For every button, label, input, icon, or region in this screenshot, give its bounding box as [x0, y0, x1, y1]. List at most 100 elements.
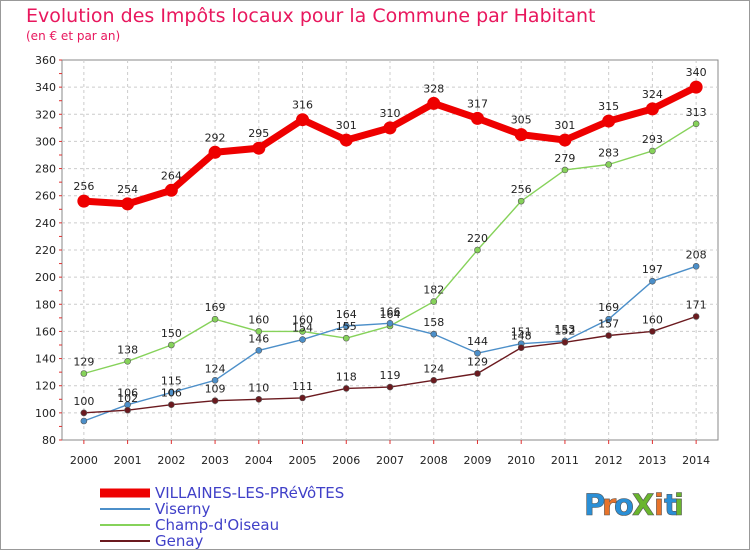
data-label: 256 — [511, 183, 532, 196]
data-label: 152 — [554, 324, 575, 337]
data-label: 279 — [554, 152, 575, 165]
x-tick-label: 2004 — [245, 454, 273, 467]
data-point — [427, 96, 441, 110]
data-label: 197 — [642, 263, 663, 276]
chart-subtitle: (en € et par an) — [26, 29, 120, 43]
data-label: 295 — [248, 127, 269, 140]
data-point — [211, 376, 219, 384]
data-point — [514, 128, 528, 142]
logo-letter: P — [584, 488, 605, 522]
data-point — [470, 111, 484, 125]
legend-label: Champ-d'Oiseau — [155, 516, 279, 534]
data-label: 100 — [73, 395, 94, 408]
data-label: 124 — [205, 362, 226, 375]
data-point — [558, 133, 572, 147]
data-point — [474, 349, 481, 357]
data-label: 264 — [161, 169, 182, 182]
data-label: 310 — [380, 107, 401, 120]
y-tick-label: 120 — [35, 380, 56, 393]
data-label: 164 — [380, 308, 401, 321]
data-point — [561, 338, 569, 346]
legend: VILLAINES-LES-PRéVôTESVisernyChamp-d'Ois… — [100, 484, 344, 550]
data-label: 301 — [336, 119, 357, 132]
data-point — [692, 120, 700, 128]
data-point — [342, 322, 350, 330]
data-label: 109 — [205, 383, 226, 396]
data-label: 150 — [161, 327, 182, 340]
data-point — [80, 409, 88, 417]
data-point — [602, 114, 616, 128]
data-label: 138 — [117, 343, 138, 356]
y-tick-label: 100 — [35, 407, 56, 420]
chart-title: Evolution des Impôts locaux pour la Comm… — [26, 5, 596, 27]
data-label: 313 — [686, 106, 707, 119]
data-label: 111 — [292, 380, 313, 393]
data-label: 328 — [423, 82, 444, 95]
data-point — [517, 344, 525, 352]
data-point — [689, 80, 703, 94]
data-label: 182 — [423, 284, 444, 297]
data-label: 119 — [380, 369, 401, 382]
data-point — [692, 313, 700, 320]
data-point — [430, 298, 438, 305]
x-tick-label: 2010 — [507, 454, 535, 467]
logo-letter: i — [674, 488, 684, 522]
x-tick-label: 2012 — [595, 454, 623, 467]
data-label: 166 — [380, 305, 401, 318]
data-label: 102 — [117, 392, 138, 405]
data-label: 169 — [598, 301, 619, 314]
data-label: 160 — [248, 313, 269, 326]
x-tick-label: 2014 — [682, 454, 710, 467]
plot-area: 80 100 120 140 160 180 200 220 240 260 280 300 320 34… — [35, 54, 719, 467]
data-label: 292 — [205, 131, 226, 144]
data-point — [80, 417, 88, 425]
data-label: 171 — [686, 299, 707, 312]
data-label: 146 — [248, 332, 269, 345]
data-label: 256 — [73, 180, 94, 193]
data-label: 340 — [686, 66, 707, 79]
data-point — [255, 395, 263, 403]
y-tick-label: 360 — [35, 54, 56, 67]
data-point — [168, 389, 175, 396]
data-point — [296, 113, 310, 127]
data-label: 169 — [205, 301, 226, 314]
data-label: 324 — [642, 88, 663, 101]
data-label: 153 — [554, 323, 575, 336]
logo-letter: i — [654, 488, 664, 522]
legend-label: VILLAINES-LES-PRéVôTES — [155, 484, 344, 502]
data-label: 316 — [292, 99, 313, 112]
data-point — [339, 133, 353, 147]
x-tick-label: 2002 — [157, 454, 185, 467]
x-tick-label: 2001 — [114, 454, 142, 467]
data-label: 301 — [554, 119, 575, 132]
data-label: 144 — [467, 335, 488, 348]
y-tick-label: 320 — [35, 108, 56, 121]
legend-label: Genay — [155, 532, 204, 550]
data-point — [252, 141, 266, 155]
data-point — [299, 336, 306, 343]
data-point — [517, 197, 525, 205]
logo-letter: r — [602, 488, 617, 522]
data-point — [561, 166, 569, 174]
data-point — [649, 147, 656, 155]
data-label: 106 — [117, 387, 138, 400]
data-label: 208 — [686, 248, 707, 261]
x-tick-label: 2005 — [289, 454, 317, 467]
data-point — [386, 383, 394, 391]
data-point — [692, 262, 700, 270]
data-label: 118 — [336, 370, 357, 383]
data-point — [430, 376, 438, 384]
y-tick-label: 140 — [35, 353, 56, 366]
data-point — [208, 145, 222, 159]
y-tick-label: 220 — [35, 244, 56, 257]
y-tick-label: 200 — [35, 271, 56, 284]
data-point — [383, 121, 397, 135]
logo-letter: o — [614, 488, 634, 522]
data-label: 155 — [336, 320, 357, 333]
data-point — [255, 328, 263, 335]
data-label: 293 — [642, 133, 663, 146]
data-point — [474, 246, 481, 254]
data-point — [386, 319, 394, 327]
data-point — [168, 341, 175, 349]
